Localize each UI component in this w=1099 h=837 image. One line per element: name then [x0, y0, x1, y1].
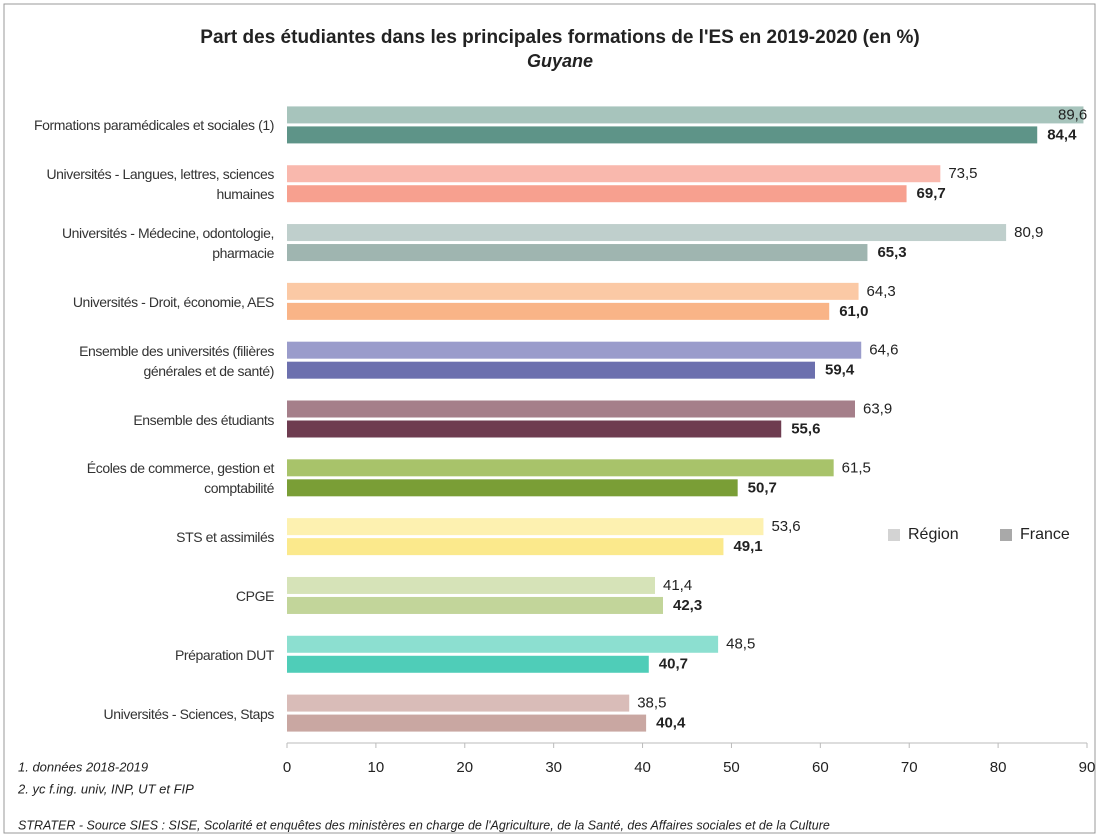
- bar: [287, 459, 834, 477]
- value-label: 61,5: [842, 459, 871, 476]
- value-label: 64,6: [869, 342, 898, 359]
- bar: [287, 126, 1038, 144]
- value-label: 40,4: [656, 715, 686, 732]
- note: 2. yc f.ing. univ, INP, UT et FIP: [17, 781, 194, 796]
- bar: [287, 106, 1084, 124]
- bar: [287, 341, 862, 359]
- category-label: Universités - Droit, économie, AES: [72, 293, 275, 310]
- legend-label: Région: [908, 526, 959, 543]
- value-label: 73,5: [948, 165, 977, 182]
- category-label: Universités - Langues, lettres, sciences…: [46, 166, 274, 203]
- chart-subtitle: Guyane: [527, 51, 593, 71]
- legend-swatch: [1000, 529, 1012, 541]
- bar: [287, 400, 855, 418]
- category-label: Formations paramédicales et sociales (1): [34, 117, 274, 134]
- category-label: Écoles de commerce, gestion et comptabil…: [86, 460, 275, 497]
- category-label: CPGE: [235, 587, 274, 604]
- x-tick-label: 70: [901, 759, 918, 776]
- bar: [287, 635, 719, 653]
- value-label: 50,7: [748, 479, 777, 496]
- value-label: 41,4: [663, 577, 692, 594]
- value-label: 84,4: [1047, 126, 1077, 143]
- x-tick-label: 30: [545, 759, 562, 776]
- bar: [287, 224, 1007, 242]
- frame: [3, 3, 1096, 834]
- bar: [287, 576, 655, 594]
- bar: [287, 694, 630, 712]
- bar: [287, 244, 868, 262]
- value-label: 40,7: [659, 656, 688, 673]
- value-label: 89,6: [1058, 106, 1087, 123]
- value-label: 38,5: [637, 695, 666, 712]
- value-label: 63,9: [863, 400, 892, 417]
- value-label: 48,5: [726, 636, 755, 653]
- value-label: 59,4: [825, 362, 855, 379]
- category-label: Préparation DUT: [174, 646, 274, 663]
- bar: [287, 165, 941, 183]
- bar: [287, 185, 907, 203]
- value-label: 55,6: [791, 420, 820, 437]
- category-label: Universités - Médecine, odontologie, pha…: [61, 225, 274, 262]
- note: 1. données 2018-2019: [18, 759, 148, 774]
- legend-label: France: [1020, 526, 1070, 543]
- x-tick-label: 10: [368, 759, 385, 776]
- bar: [287, 655, 649, 673]
- chart-title: Part des étudiantes dans les principales…: [200, 27, 919, 48]
- value-label: 53,6: [771, 518, 800, 535]
- bar: [287, 714, 647, 732]
- x-tick-label: 0: [283, 759, 291, 776]
- bar: [287, 596, 663, 614]
- x-tick-label: 90: [1079, 759, 1096, 776]
- bar: [287, 479, 738, 497]
- value-label: 64,3: [867, 283, 896, 300]
- category-label: STS et assimilés: [176, 529, 274, 546]
- value-label: 65,3: [877, 244, 906, 261]
- value-label: 61,0: [839, 303, 868, 320]
- legend-swatch: [888, 529, 900, 541]
- bar: [287, 282, 859, 300]
- value-label: 69,7: [917, 185, 946, 202]
- value-label: 42,3: [673, 597, 702, 614]
- category-label: Ensemble des universités (filières génér…: [79, 342, 274, 379]
- bar: [287, 538, 724, 556]
- category-label: Universités - Sciences, Staps: [103, 705, 275, 722]
- bar: [287, 302, 830, 320]
- x-tick-label: 40: [634, 759, 651, 776]
- source: STRATER - Source SIES : SISE, Scolarité …: [18, 818, 830, 832]
- value-label: 80,9: [1014, 224, 1043, 241]
- x-tick-label: 50: [723, 759, 740, 776]
- x-tick-label: 80: [990, 759, 1007, 776]
- category-label: Ensemble des étudiants: [133, 411, 274, 428]
- x-tick-label: 20: [456, 759, 473, 776]
- bar: [287, 518, 764, 536]
- bar: [287, 420, 782, 438]
- value-label: 49,1: [733, 538, 762, 555]
- x-tick-label: 60: [812, 759, 829, 776]
- bar: [287, 361, 815, 379]
